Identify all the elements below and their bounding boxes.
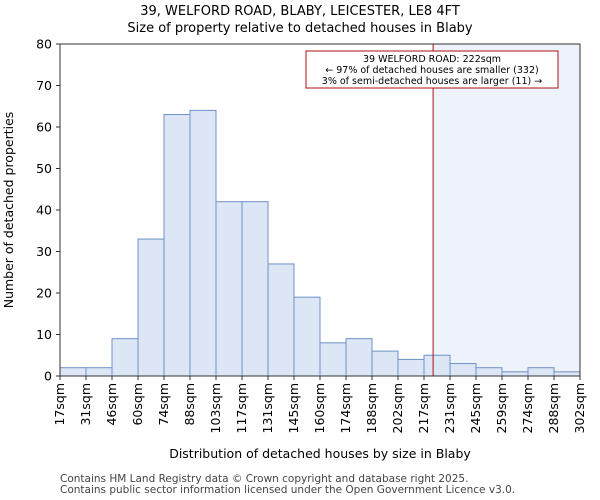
bar-231sqm	[449, 363, 477, 377]
bar-288sqm	[553, 371, 581, 377]
annotation-line: 3% of semi-detached houses are larger (1…	[322, 76, 542, 87]
annotation-box: 39 WELFORD ROAD: 222sqm ← 97% of detache…	[305, 50, 559, 89]
x-tick-label: 174sqm	[338, 383, 353, 433]
bar-274sqm	[527, 367, 555, 377]
x-tick-label: 117sqm	[234, 383, 249, 433]
bar-188sqm	[371, 350, 399, 377]
y-tick-label: 20	[36, 286, 52, 301]
annotation-line: 39 WELFORD ROAD: 222sqm	[363, 54, 501, 65]
x-axis-label: Distribution of detached houses by size …	[169, 446, 471, 461]
chart-title: 39, WELFORD ROAD, BLABY, LEICESTER, LE8 …	[140, 4, 460, 19]
x-tick-label: 46sqm	[104, 383, 119, 426]
bar-88sqm	[189, 109, 217, 377]
x-tick-label: 202sqm	[390, 383, 405, 433]
bar-245sqm	[475, 367, 503, 377]
annotation-rect	[305, 50, 559, 89]
x-tick-label: 217sqm	[416, 383, 431, 433]
y-tick-label: 50	[36, 161, 52, 176]
bar-160sqm	[319, 342, 347, 377]
y-tick-label: 70	[36, 78, 52, 93]
x-tick-label: 74sqm	[156, 383, 171, 426]
y-axis-label: Number of detached properties	[1, 112, 16, 309]
larger-region-shade	[433, 44, 580, 376]
annotation-line: ← 97% of detached houses are smaller (33…	[325, 65, 538, 76]
bar-60sqm	[137, 238, 165, 377]
bar-259sqm	[501, 371, 529, 377]
y-tick-label: 80	[36, 37, 52, 52]
y-tick-label: 60	[36, 120, 52, 135]
bar-117sqm	[241, 201, 269, 377]
x-tick-label: 60sqm	[130, 383, 145, 426]
y-tick-label: 0	[44, 369, 52, 384]
x-tick-label: 131sqm	[260, 383, 275, 433]
bar-74sqm	[163, 114, 191, 377]
footer-line-1: Contains HM Land Registry data © Crown c…	[60, 473, 469, 485]
bar-131sqm	[267, 263, 295, 377]
x-tick-label: 17sqm	[52, 383, 67, 426]
y-tick-label: 10	[36, 327, 52, 342]
x-tick-label: 145sqm	[286, 383, 301, 433]
bar-17sqm	[59, 367, 87, 377]
x-tick-label: 274sqm	[520, 383, 535, 433]
bar-145sqm	[293, 296, 321, 377]
bar-103sqm	[215, 201, 243, 377]
x-tick-label: 245sqm	[468, 383, 483, 433]
y-tick-label: 30	[36, 244, 52, 259]
x-tick-label: 160sqm	[312, 383, 327, 433]
x-tick-label: 288sqm	[546, 383, 561, 433]
footer-line-2: Contains public sector information licen…	[60, 484, 516, 496]
x-tick-label: 31sqm	[78, 383, 93, 426]
bar-202sqm	[397, 358, 425, 377]
y-tick-label: 40	[36, 203, 52, 218]
chart-subtitle: Size of property relative to detached ho…	[127, 21, 473, 36]
x-tick-label: 88sqm	[182, 383, 197, 426]
bar-46sqm	[111, 338, 139, 377]
x-tick-label: 103sqm	[208, 383, 223, 433]
x-tick-label: 231sqm	[442, 383, 457, 433]
x-tick-label: 188sqm	[364, 383, 379, 433]
bar-174sqm	[345, 338, 373, 377]
bar-217sqm	[423, 354, 451, 377]
x-tick-label: 259sqm	[494, 383, 509, 433]
x-tick-label: 302sqm	[572, 383, 587, 433]
bar-31sqm	[85, 367, 113, 377]
